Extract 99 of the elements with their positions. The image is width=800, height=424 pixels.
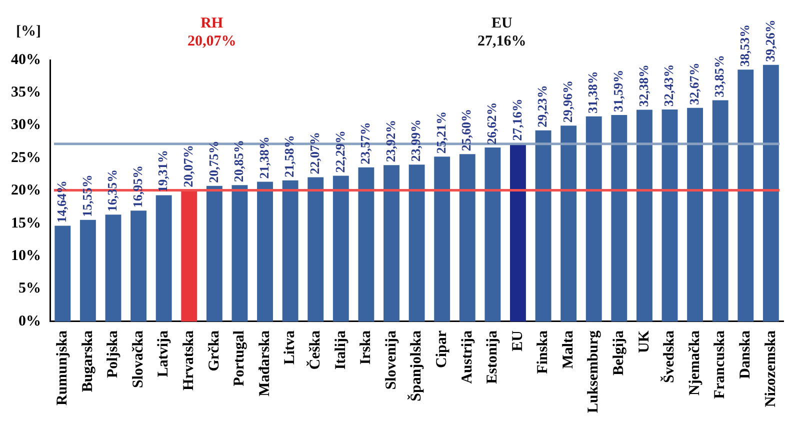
x-tick-label: Hrvatska (181, 330, 197, 390)
data-label: 23,57% (358, 122, 373, 164)
bar (687, 108, 704, 322)
data-label: 38,53% (736, 24, 752, 67)
x-tick-label: Bugarska (80, 330, 96, 392)
y-axis-title: [%] (16, 23, 41, 40)
bar (257, 182, 273, 322)
y-tick-label: 10% (11, 248, 41, 264)
data-label: 33,85% (712, 54, 727, 98)
x-tick-label: Češka (305, 330, 324, 370)
data-label: 19,31% (155, 150, 170, 192)
bar (384, 165, 400, 322)
data-label: 22,29% (332, 130, 348, 173)
bar (54, 226, 71, 322)
data-label: 16,35% (104, 169, 120, 212)
data-label: 20,85% (231, 140, 246, 182)
data-label: 15,55% (79, 174, 94, 217)
text: EU 27,16% (478, 15, 526, 50)
bar (408, 164, 425, 322)
x-tick-label: UK (636, 330, 652, 353)
x-tick-label: Austrija (459, 330, 476, 384)
data-label: 32,43% (661, 64, 676, 106)
data-label: 20,07% (180, 145, 196, 188)
bar (130, 210, 147, 322)
data-label: 31,59% (610, 70, 626, 112)
x-tick-label: Luksemburg (586, 330, 602, 414)
bar (712, 100, 728, 322)
x-tick-label: Francuska (712, 330, 728, 399)
bar (738, 70, 754, 322)
y-tick-label: 20% (11, 182, 41, 199)
data-label: 21,38% (256, 136, 272, 179)
bar (434, 156, 450, 322)
bar (762, 64, 779, 322)
bar (662, 109, 678, 322)
data-label: 39,26% (762, 20, 778, 62)
x-tick-label: Danska (738, 330, 754, 379)
x-tick-label: Grčka (206, 330, 222, 372)
bar (358, 167, 374, 322)
bar (586, 116, 602, 322)
data-label: 32,38% (636, 64, 651, 107)
x-tick-label: Slovenija (383, 330, 400, 390)
data-label: 20,75% (206, 140, 221, 183)
x-tick-label: Finska (535, 330, 552, 374)
bar (156, 195, 172, 322)
x-tick-label: Latvija (156, 330, 172, 378)
bar (206, 186, 222, 322)
bar (282, 180, 298, 322)
text: RH 20,07% (187, 15, 236, 50)
x-tick-label: Rumunjska (54, 330, 71, 406)
bar (535, 130, 552, 322)
bar (484, 147, 501, 322)
x-tick-label: Cipar (434, 330, 450, 368)
bar (181, 190, 198, 322)
data-label: 25,21% (433, 111, 448, 154)
bar (232, 185, 248, 322)
x-tick-label: Estonija (484, 330, 501, 384)
x-tick-label: EU (510, 330, 526, 352)
bar (636, 110, 652, 322)
bar (611, 114, 628, 322)
data-label: 22,07% (306, 132, 322, 174)
y-tick-label: 5% (18, 280, 41, 297)
bar (105, 214, 122, 322)
data-label: 14,64% (54, 180, 70, 223)
x-tick-label: Slovačka (130, 330, 146, 388)
x-tick-label: Portugal (232, 330, 248, 386)
x-tick-label: Španjolska (406, 330, 425, 402)
y-tick-label: 40% (11, 52, 41, 68)
data-label: 21,58% (282, 135, 297, 178)
data-label: 23,99% (408, 119, 424, 162)
data-label: 16,95% (130, 165, 145, 208)
bar (459, 154, 476, 322)
bar (80, 220, 96, 322)
data-label: 23,92% (382, 120, 398, 162)
data-label: 31,38% (585, 71, 600, 114)
x-tick-label: Švedska (660, 330, 678, 384)
data-label: 29,23% (534, 85, 550, 128)
data-label: 27,16% (509, 98, 524, 141)
y-tick-label: 25% (11, 150, 41, 166)
bar (332, 176, 349, 322)
x-tick-label: Italija (332, 330, 349, 370)
y-tick-label: 0% (18, 313, 41, 330)
x-tick-label: Litva (282, 330, 298, 365)
y-tick-label: 15% (11, 215, 41, 232)
y-tick-label: 30% (11, 117, 41, 134)
x-tick-label: Poljska (105, 330, 122, 378)
data-label: 29,96% (560, 80, 575, 123)
bar (560, 126, 577, 322)
x-tick-label: Belgija (611, 330, 628, 376)
y-tick-label: 35% (11, 84, 41, 101)
x-tick-label: Irska (358, 330, 374, 365)
x-tick-label: Nizozemska (762, 330, 779, 408)
data-label: 32,67% (686, 62, 702, 105)
x-tick-label: Mađarska (256, 330, 273, 396)
x-tick-label: Malta (560, 330, 576, 369)
data-label: 26,62% (484, 102, 500, 144)
x-tick-label: Njemačka (686, 330, 703, 396)
data-label: 25,60% (458, 108, 474, 152)
bar (308, 177, 324, 322)
bar (510, 144, 526, 322)
